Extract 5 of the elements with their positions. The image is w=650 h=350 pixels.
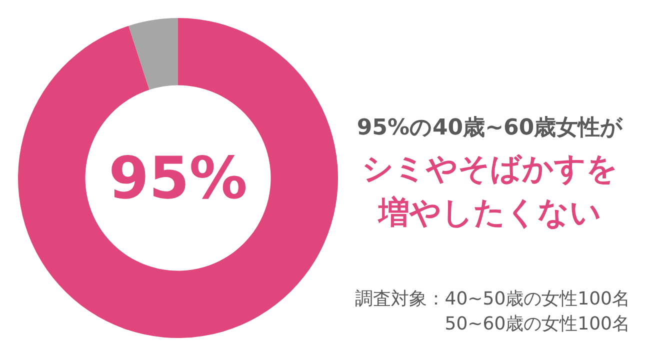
data-label: 95% [108,144,248,212]
text: 調査対象：40~50歳の女性100名 [354,288,630,310]
text: 50~60歳の女性100名 [444,314,630,334]
text: 95%の40歳~60歳女性が [356,116,624,140]
text: シミやそばかすを増やしたくない [362,151,618,231]
